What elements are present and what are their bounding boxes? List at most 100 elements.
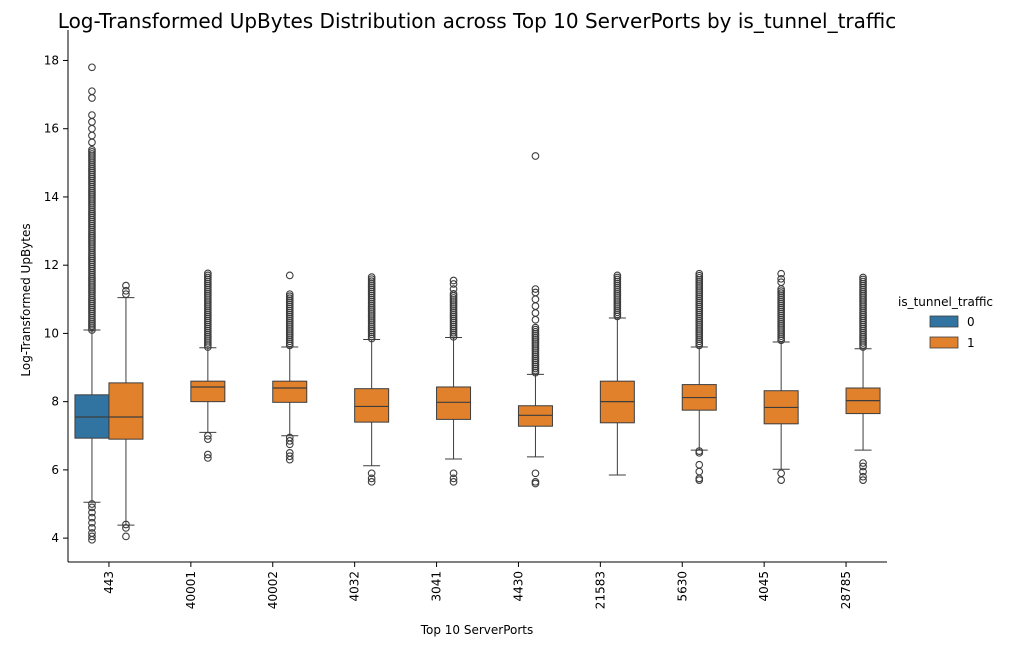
- box-body: [190, 380, 226, 403]
- outlier-point: [449, 469, 458, 478]
- outlier-point: [285, 294, 294, 303]
- outlier-point: [859, 467, 867, 476]
- outlier-point: [367, 273, 376, 281]
- box-4430-1: [517, 373, 553, 458]
- outlier-point: [695, 447, 704, 455]
- outlier-point: [695, 273, 704, 282]
- outlier-point: [613, 273, 622, 282]
- outlier-point: [449, 276, 458, 285]
- outlier-point: [777, 287, 786, 295]
- outlier-point: [449, 474, 458, 483]
- outlier-point: [88, 124, 96, 133]
- outlier-point: [204, 271, 212, 280]
- outlier-point: [88, 524, 96, 532]
- y-tick-label: 14: [44, 190, 59, 204]
- legend-label-1: 1: [967, 336, 975, 350]
- outlier-point: [88, 508, 96, 517]
- outlier-point: [88, 63, 96, 72]
- outlier-point: [88, 94, 96, 102]
- outlier-point: [204, 273, 212, 282]
- outlier-point: [204, 431, 212, 440]
- outlier-point: [88, 111, 96, 119]
- y-tick-label: 12: [44, 258, 59, 272]
- box-body: [272, 380, 308, 403]
- y-tick-label: 18: [44, 53, 59, 67]
- box-body: [108, 382, 144, 440]
- outlier-point: [859, 462, 867, 471]
- legend-swatch-0: [929, 315, 959, 328]
- outlier-point: [859, 273, 867, 282]
- y-tick-label: 10: [44, 326, 59, 340]
- outlier-point: [695, 460, 704, 469]
- outlier-point: [449, 294, 458, 302]
- outlier-point: [777, 269, 786, 278]
- outlier-point: [531, 315, 540, 324]
- outlier-point: [122, 524, 130, 532]
- outlier-point: [859, 476, 867, 484]
- x-tick-label: 40002: [266, 571, 280, 609]
- outlier-point: [531, 302, 540, 310]
- outlier-point: [122, 286, 130, 295]
- box-body: [354, 388, 390, 423]
- box-40002-1: [272, 346, 308, 437]
- chart-title: Log-Transformed UpBytes Distribution acr…: [58, 9, 896, 33]
- legend: is_tunnel_traffic 0 1: [898, 295, 993, 350]
- outlier-point: [88, 118, 96, 126]
- x-axis-label: Top 10 ServerPorts: [420, 623, 534, 637]
- outlier-point: [88, 529, 96, 537]
- outlier-point: [777, 289, 786, 298]
- x-tick-label: 4045: [757, 571, 771, 602]
- outlier-point: [204, 450, 212, 459]
- outlier-point: [777, 476, 786, 484]
- outlier-point: [449, 280, 458, 288]
- outlier-point: [204, 435, 212, 444]
- box-21583-1: [599, 317, 635, 476]
- outlier-point: [531, 325, 540, 334]
- outlier-point: [695, 467, 704, 476]
- y-tick-label: 16: [44, 122, 59, 136]
- outlier-point: [122, 290, 130, 299]
- outlier-point: [122, 532, 130, 541]
- legend-title: is_tunnel_traffic: [898, 295, 993, 309]
- outlier-point: [367, 469, 376, 478]
- x-tick-label: 443: [102, 571, 116, 594]
- outlier-point: [531, 152, 540, 160]
- outlier-point: [449, 285, 458, 293]
- outlier-point: [859, 277, 867, 286]
- outlier-point: [531, 327, 540, 336]
- box-5630-1: [681, 346, 717, 451]
- outlier-point: [88, 503, 96, 512]
- outlier-point: [88, 500, 96, 508]
- x-tick-label: 21583: [593, 571, 607, 609]
- outlier-point: [531, 285, 540, 293]
- outlier-point: [88, 131, 96, 140]
- outlier-point: [88, 138, 96, 147]
- outlier-point: [777, 469, 786, 478]
- outlier-point: [285, 448, 294, 457]
- outlier-point: [204, 269, 212, 278]
- box-28785-1: [845, 348, 881, 451]
- y-axis-label: Log-Transformed UpBytes: [19, 223, 33, 376]
- box-443-1: [108, 297, 144, 526]
- outlier-point: [285, 292, 294, 301]
- outlier-point: [859, 459, 867, 467]
- outlier-point: [531, 288, 540, 297]
- x-tick-label: 40001: [184, 571, 198, 609]
- outlier-point: [367, 474, 376, 483]
- x-tick-label: 5630: [675, 571, 689, 602]
- outlier-point: [859, 275, 867, 284]
- outlier-point: [531, 309, 540, 317]
- outlier-point: [367, 277, 376, 286]
- outlier-point: [285, 433, 294, 442]
- outlier-point: [777, 274, 786, 283]
- x-tick-label: 3041: [430, 571, 444, 602]
- box-body: [436, 386, 472, 420]
- outlier-point: [88, 150, 96, 158]
- x-tick-label: 4430: [511, 571, 525, 602]
- outlier-point: [88, 518, 96, 527]
- outlier-point: [531, 295, 540, 304]
- outlier-point: [88, 513, 96, 522]
- legend-label-0: 0: [967, 315, 975, 329]
- outlier-point: [88, 87, 96, 96]
